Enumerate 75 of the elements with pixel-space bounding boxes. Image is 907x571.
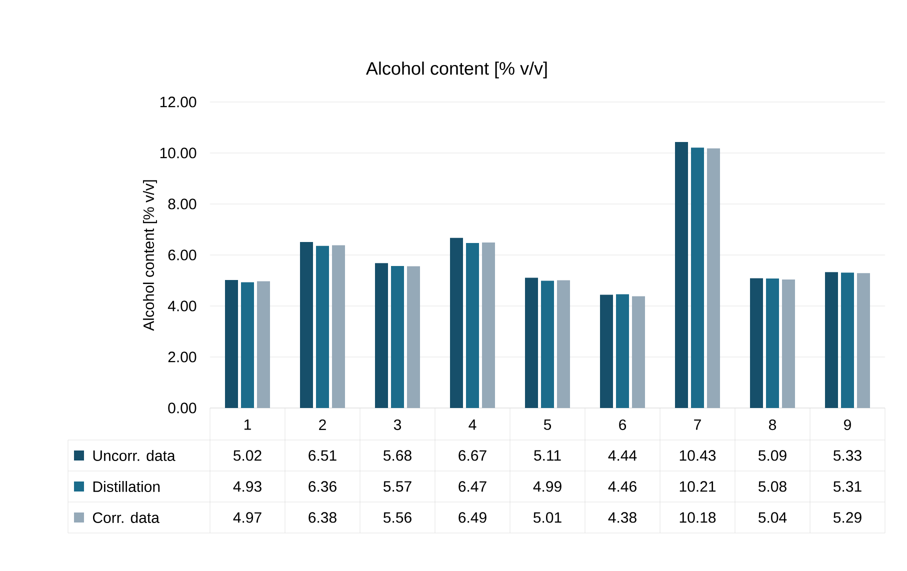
x-tick-label: 8 (768, 419, 776, 430)
legend-label: Uncorr. data (93, 450, 176, 461)
data-label: 4.99 (533, 481, 562, 492)
x-tick-label: 1 (244, 419, 251, 430)
chart-title: Alcohol content [% v/v] (366, 62, 547, 78)
data-label: 10.18 (680, 512, 716, 523)
bar (466, 243, 480, 408)
bar (782, 279, 796, 408)
data-label: 6.47 (458, 481, 486, 492)
data-label: 5.31 (834, 481, 862, 492)
data-label: 4.97 (233, 512, 262, 523)
bar (707, 148, 720, 408)
bar (541, 280, 554, 408)
data-label: 6.51 (308, 450, 336, 461)
data-label: 5.29 (834, 512, 862, 523)
x-tick-label: 4 (468, 419, 476, 430)
data-label: 6.67 (458, 450, 486, 461)
data-label: 4.44 (608, 450, 637, 461)
x-tick-label: 2 (319, 419, 326, 430)
bar (857, 273, 870, 408)
data-label: 5.08 (758, 481, 786, 492)
bar (407, 266, 420, 408)
bar (616, 294, 630, 408)
bar (450, 238, 464, 408)
y-tick-label: 0.00 (168, 402, 196, 414)
y-tick-label: 2.00 (168, 352, 196, 362)
bar (766, 278, 780, 408)
y-tick-label: 12.00 (160, 96, 196, 108)
data-label: 5.11 (534, 450, 561, 461)
data-label: 6.49 (458, 512, 486, 523)
data-label: 4.38 (608, 512, 636, 523)
x-tick-label: 6 (619, 419, 626, 430)
bar (691, 148, 704, 408)
data-label: 5.09 (758, 450, 786, 461)
bar (375, 263, 388, 408)
data-label: 5.56 (384, 512, 412, 523)
data-label: 5.68 (384, 450, 412, 461)
data-label: 4.46 (608, 481, 636, 492)
x-tick-label: 7 (694, 419, 701, 430)
bar (391, 266, 404, 408)
bar (482, 242, 496, 408)
data-label: 6.38 (308, 512, 336, 523)
y-axis-title: Alcohol content [% v/v] (143, 180, 157, 331)
bar (600, 294, 614, 408)
bar (332, 245, 346, 408)
legend-label: Distillation (93, 480, 160, 492)
bar (525, 278, 538, 408)
x-tick-label: 3 (394, 419, 402, 430)
bar (225, 280, 238, 408)
bar (241, 282, 254, 408)
data-label: 5.57 (384, 481, 412, 492)
data-label: 10.43 (680, 450, 716, 461)
y-tick-label: 4.00 (168, 300, 196, 312)
y-tick-label: 10.00 (160, 148, 196, 158)
data-label: 4.93 (233, 481, 262, 492)
bar (632, 296, 646, 408)
x-tick-label: 5 (544, 419, 552, 430)
bar (257, 281, 270, 408)
data-label: 5.04 (758, 512, 787, 523)
x-tick-label: 9 (844, 419, 851, 430)
bar (750, 278, 764, 408)
data-label: 5.01 (534, 512, 562, 523)
bar (675, 142, 688, 408)
y-tick-label: 6.00 (168, 250, 196, 260)
bar (841, 272, 854, 408)
bar (557, 280, 570, 408)
data-label: 5.02 (234, 450, 262, 461)
bar (316, 246, 330, 408)
data-label: 10.21 (680, 481, 716, 492)
data-label: 6.36 (308, 481, 336, 492)
legend-label: Corr. data (92, 512, 160, 524)
y-tick-label: 8.00 (168, 198, 196, 210)
bar (825, 272, 838, 408)
bar (300, 242, 314, 408)
data-label: 5.33 (834, 450, 862, 461)
